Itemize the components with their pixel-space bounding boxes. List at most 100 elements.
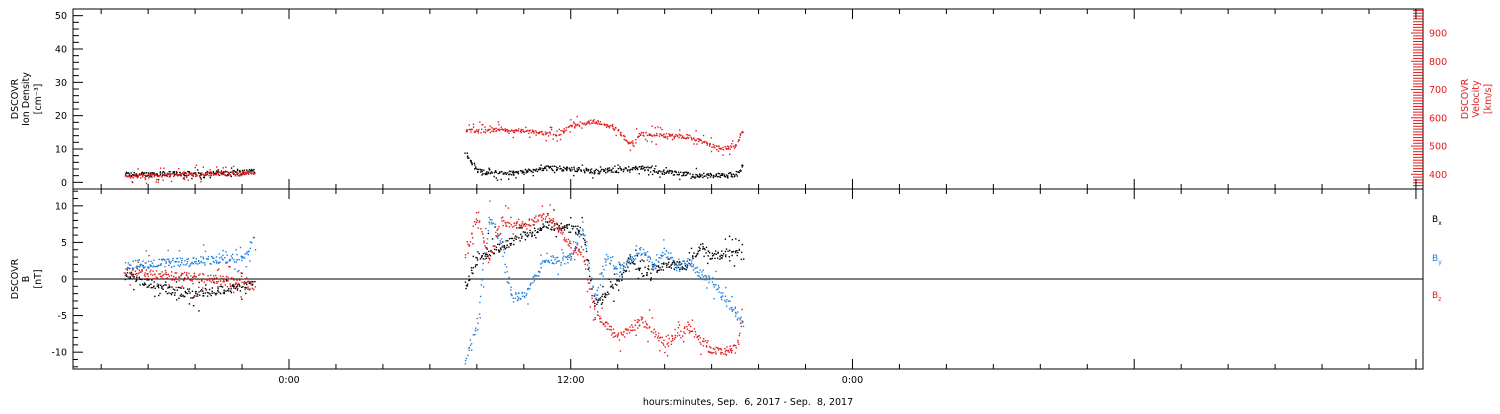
velocity-point	[739, 134, 742, 136]
density-point	[254, 172, 256, 174]
b-red-point	[584, 263, 586, 266]
density-point	[505, 172, 507, 174]
b-blue-point	[527, 288, 529, 291]
density-point	[252, 169, 254, 172]
b-blue-point	[231, 257, 233, 259]
b-blue-point	[574, 249, 577, 251]
density-point	[684, 171, 686, 173]
b-red-point	[158, 273, 160, 275]
b-black-point	[498, 249, 500, 252]
velocity-point	[709, 143, 711, 145]
density-point	[591, 172, 593, 174]
b-red-point	[181, 285, 183, 288]
velocity-point	[729, 148, 731, 150]
velocity-point	[221, 171, 223, 174]
b-red-point	[587, 279, 589, 281]
velocity-point	[628, 141, 630, 144]
b-blue-point	[144, 266, 146, 268]
b-red-point	[647, 340, 649, 343]
velocity-point	[558, 134, 560, 136]
b-red-point	[489, 259, 491, 261]
b-black-point	[180, 293, 182, 295]
density-point	[580, 169, 582, 171]
b-blue-point	[516, 299, 519, 302]
density-point	[526, 171, 529, 173]
b-red-point	[228, 265, 230, 268]
b-red-point	[626, 332, 628, 335]
b-red-point	[725, 349, 727, 351]
b-red-point	[575, 246, 577, 248]
velocity-point	[250, 172, 252, 174]
density-point	[554, 165, 556, 167]
b-red-point	[589, 306, 592, 308]
b-blue-point	[558, 260, 561, 262]
density-point	[553, 171, 556, 174]
velocity-point	[244, 171, 246, 174]
b-blue-point	[576, 244, 578, 246]
velocity-point	[675, 133, 677, 136]
b-black-point	[671, 263, 673, 265]
b-red-point	[667, 345, 670, 347]
b-black-point	[547, 227, 549, 229]
velocity-point	[517, 130, 520, 132]
density-point	[686, 171, 688, 174]
b-black-point	[507, 240, 509, 242]
b-red-point	[648, 309, 651, 311]
density-point	[642, 168, 644, 170]
b-blue-point	[539, 263, 542, 265]
density-point	[655, 171, 658, 173]
b-blue-point	[720, 292, 722, 294]
density-point	[550, 168, 553, 170]
density-point	[660, 170, 662, 173]
density-point	[671, 170, 673, 172]
density-point	[663, 171, 666, 174]
b-blue-point	[529, 288, 531, 290]
b-blue-point	[564, 263, 566, 265]
velocity-point	[587, 122, 589, 124]
density-point	[542, 169, 544, 172]
b-blue-point	[557, 273, 559, 276]
b-black-point	[182, 287, 185, 289]
b-red-point	[482, 233, 484, 235]
b-black-point	[508, 238, 511, 240]
b-red-point	[476, 219, 479, 222]
b-red-point	[677, 327, 680, 329]
b-black-point	[616, 284, 618, 286]
b-red-point	[710, 347, 712, 349]
b-blue-point	[692, 269, 695, 271]
velocity-point	[648, 133, 650, 135]
density-point	[682, 173, 685, 175]
b-blue-point	[729, 300, 731, 302]
b-blue-point	[505, 266, 508, 268]
b-blue-point	[215, 256, 218, 258]
b-red-point	[729, 348, 731, 350]
b-black-point	[521, 227, 523, 229]
b-black-point	[661, 266, 664, 268]
density-point	[479, 168, 481, 171]
b-red-point	[237, 282, 240, 285]
density-point	[124, 173, 127, 175]
b-black-point	[722, 253, 725, 255]
velocity-point	[151, 174, 154, 176]
b-black-point	[148, 284, 150, 286]
b-blue-point	[165, 262, 167, 264]
b-black-point	[584, 239, 586, 241]
legend-by-sub: y	[1438, 259, 1442, 266]
b-black-point	[616, 280, 618, 282]
b-blue-point	[468, 349, 470, 351]
b-red-point	[676, 332, 679, 334]
density-point	[666, 171, 668, 173]
b-red-point	[689, 325, 692, 328]
density-point	[475, 166, 477, 168]
density-point	[589, 171, 592, 174]
b-red-point	[474, 221, 476, 223]
b-blue-point	[692, 264, 695, 266]
velocity-point	[220, 171, 222, 173]
b-black-point	[558, 225, 560, 227]
b-red-point	[597, 311, 599, 313]
b-black-point	[485, 253, 487, 255]
b-red-point	[683, 327, 686, 329]
b-red-point	[532, 219, 534, 222]
density-point	[687, 171, 690, 174]
velocity-point	[515, 130, 517, 132]
